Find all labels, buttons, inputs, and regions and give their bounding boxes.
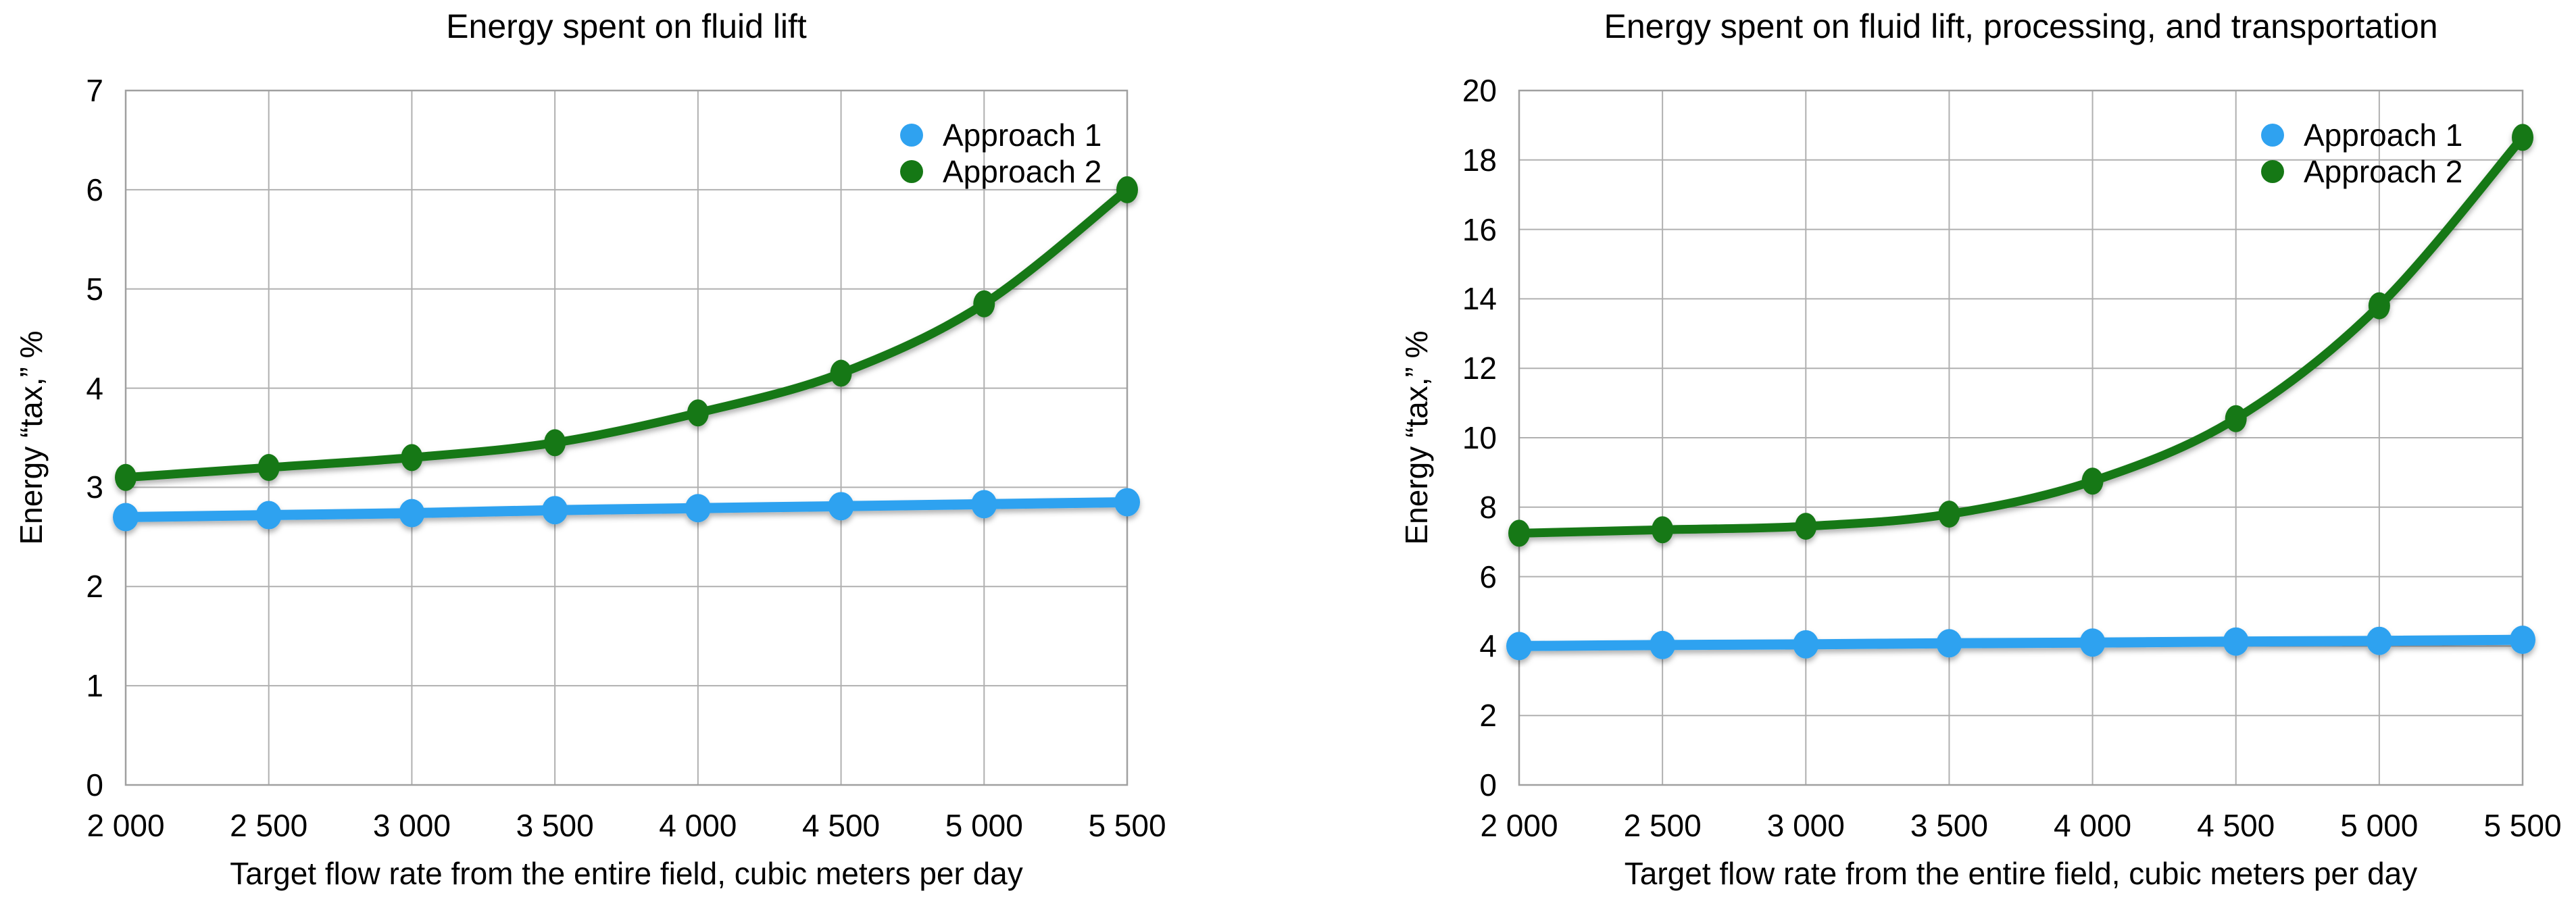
data-point — [2079, 628, 2106, 657]
y-tick-label-4: 4 — [86, 370, 103, 406]
gridlines — [125, 90, 1128, 786]
data-point — [1506, 632, 1532, 661]
data-point — [255, 501, 282, 530]
legend-marker-icon — [2261, 160, 2284, 183]
legend-item-approach-1: Approach 1 — [2261, 117, 2462, 153]
series-approach-2 — [1508, 124, 2533, 547]
x-tick-label-3000: 3 000 — [372, 808, 451, 843]
y-tick-label-18: 18 — [1462, 142, 1497, 178]
data-point — [2366, 626, 2392, 655]
data-point — [687, 399, 709, 427]
data-point — [685, 494, 711, 523]
data-point — [2368, 292, 2390, 320]
data-point — [1114, 488, 1140, 517]
data-point — [973, 290, 995, 317]
legend: Approach 1 Approach 2 — [900, 117, 1101, 190]
legend-marker-icon — [900, 124, 923, 147]
x-tick-label-5500: 5 500 — [1088, 808, 1166, 843]
x-tick-label-5000: 5 000 — [945, 808, 1023, 843]
data-point — [113, 503, 139, 532]
legend-label: Approach 1 — [2304, 118, 2463, 153]
y-tick-label-0: 0 — [86, 767, 103, 803]
plot-area-canvas — [113, 89, 1140, 786]
legend-item-approach-2: Approach 2 — [900, 153, 1101, 190]
data-point — [1652, 516, 1674, 544]
data-point — [2081, 467, 2104, 495]
chart-energy-fluid-lift-processing-transportation: Energy spent on fluid lift, processing, … — [1288, 0, 2576, 916]
data-point — [830, 359, 852, 387]
y-tick-label-4: 4 — [1479, 628, 1497, 664]
series-approach-1 — [113, 488, 1140, 532]
series-approach-1 — [1506, 626, 2535, 661]
legend-item-approach-1: Approach 1 — [900, 117, 1101, 153]
data-point — [401, 444, 423, 472]
x-axis-title: Target flow rate from the entire field, … — [1624, 856, 2418, 891]
data-point — [1116, 176, 1138, 203]
x-tick-label-3500: 3 500 — [1910, 808, 1988, 843]
data-point — [1650, 630, 1676, 659]
legend-label: Approach 2 — [2304, 154, 2463, 189]
data-point — [544, 429, 566, 457]
chart-title: Energy spent on fluid lift, processing, … — [1604, 7, 2438, 45]
y-tick-label-1: 1 — [86, 668, 103, 704]
x-tick-label-2500: 2 500 — [1623, 808, 1702, 843]
data-point — [971, 490, 997, 519]
data-point — [1793, 630, 1819, 659]
data-point — [257, 454, 280, 482]
data-point — [1936, 629, 1962, 658]
series-approach-2 — [115, 176, 1138, 491]
y-tick-label-5: 5 — [86, 271, 103, 307]
y-tick-label-2: 2 — [1479, 698, 1497, 734]
y-tick-label-6: 6 — [86, 172, 103, 207]
data-point — [2225, 405, 2247, 432]
data-point — [2512, 124, 2533, 151]
x-tick-label-3000: 3 000 — [1766, 808, 1845, 843]
chart-title: Energy spent on fluid lift — [446, 7, 807, 45]
plot-border — [124, 89, 1129, 786]
legend-item-approach-2: Approach 2 — [2261, 153, 2462, 190]
legend: Approach 1 Approach 2 — [2261, 117, 2462, 190]
x-tick-label-4000: 4 000 — [659, 808, 737, 843]
x-tick-label-4500: 4 500 — [802, 808, 881, 843]
data-point — [2223, 627, 2249, 656]
data-point — [828, 492, 854, 521]
y-tick-label-16: 16 — [1462, 211, 1497, 247]
y-tick-label-7: 7 — [86, 73, 103, 108]
data-point — [542, 496, 568, 525]
y-tick-label-8: 8 — [1479, 489, 1497, 525]
data-point — [1938, 501, 1960, 528]
y-tick-label-12: 12 — [1462, 351, 1497, 386]
data-point — [1508, 519, 1530, 547]
legend-label: Approach 2 — [943, 154, 1102, 189]
x-tick-label-5500: 5 500 — [2483, 808, 2562, 843]
gridlines — [1518, 90, 2523, 786]
x-axis-title: Target flow rate from the entire field, … — [230, 856, 1023, 891]
legend-marker-icon — [2261, 124, 2284, 147]
y-tick-label-6: 6 — [1479, 559, 1497, 594]
legend-marker-icon — [900, 160, 923, 183]
x-tick-label-4500: 4 500 — [2197, 808, 2275, 843]
data-point — [2510, 626, 2535, 655]
y-tick-label-10: 10 — [1462, 420, 1497, 455]
y-tick-label-14: 14 — [1462, 281, 1497, 317]
x-tick-label-3500: 3 500 — [516, 808, 594, 843]
plot-border — [1518, 89, 2524, 786]
x-tick-label-2000: 2 000 — [86, 808, 165, 843]
plot-area-canvas — [1506, 89, 2535, 786]
data-point — [1795, 513, 1817, 540]
x-tick-label-5000: 5 000 — [2340, 808, 2419, 843]
y-tick-label-0: 0 — [1479, 767, 1497, 803]
x-tick-label-2500: 2 500 — [230, 808, 308, 843]
x-tick-label-4000: 4 000 — [2054, 808, 2132, 843]
data-point — [399, 499, 425, 528]
y-tick-label-2: 2 — [86, 569, 103, 605]
chart-energy-fluid-lift: Energy spent on fluid lift Energy “tax,”… — [14, 7, 1166, 891]
legend-label: Approach 1 — [943, 118, 1102, 153]
y-tick-label-20: 20 — [1462, 73, 1497, 108]
data-point — [115, 463, 137, 491]
x-tick-label-2000: 2 000 — [1480, 808, 1558, 843]
y-tick-label-3: 3 — [86, 469, 103, 505]
